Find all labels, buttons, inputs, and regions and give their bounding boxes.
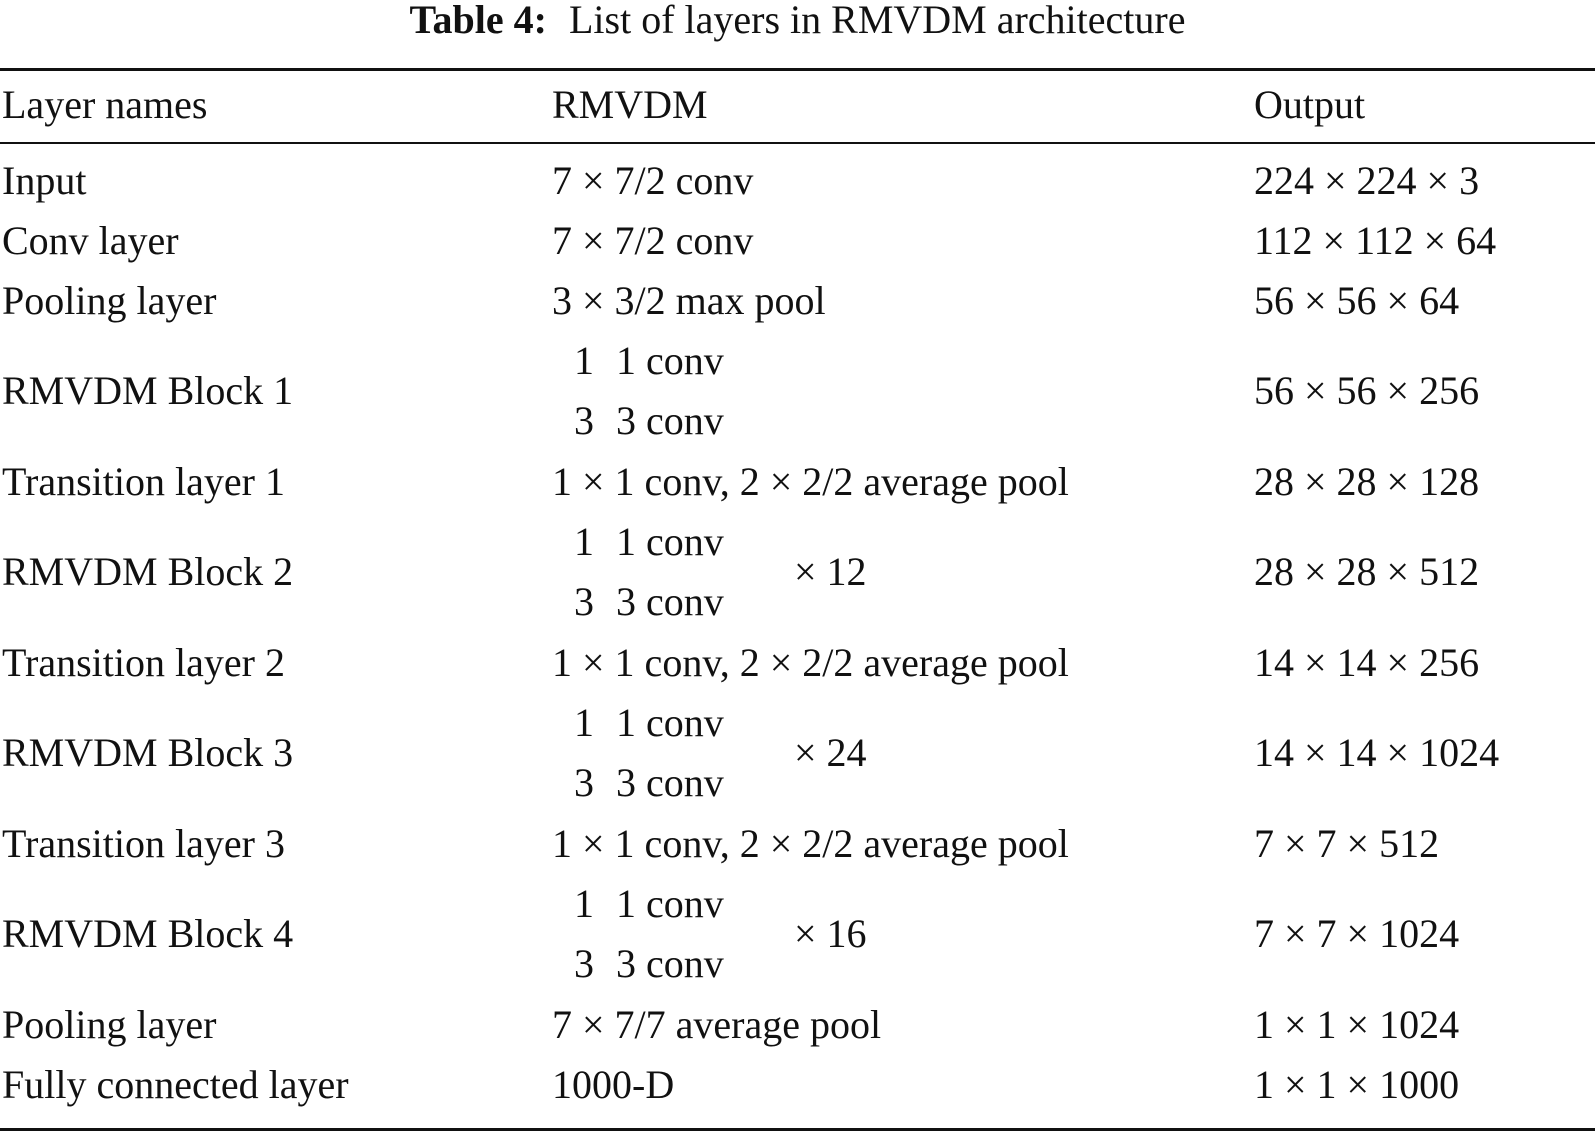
kernel-conv: 3 conv <box>616 398 724 443</box>
bottom-rule <box>0 1128 1595 1131</box>
block-repeat-count: × 16 <box>794 911 867 956</box>
block-spec-line: 3 3 conv <box>552 934 724 994</box>
caption-label: Table 4: <box>409 0 547 42</box>
rmvdm-cell: 1 × 1 conv, 2 × 2/2 average pool <box>552 459 1069 504</box>
layer-name-cell: Fully connected layer <box>2 1062 349 1107</box>
output-cell: 7 × 7 × 512 <box>1254 821 1440 866</box>
output-cell: 56 × 56 × 256 <box>1254 368 1480 413</box>
header-layer-names: Layer names <box>2 82 208 127</box>
kernel-conv: 3 conv <box>616 941 724 986</box>
block-spec-line: 1 1 conv <box>552 693 724 753</box>
block-spec-line: 1 1 conv <box>552 512 724 572</box>
kernel-conv: 1 conv <box>616 338 724 383</box>
layer-name-cell: Transition layer 3 <box>2 821 285 866</box>
block-spec-line: 3 3 conv <box>552 753 724 813</box>
layer-name-cell: RMVDM Block 1 <box>2 368 294 413</box>
output-cell: 1 × 1 × 1000 <box>1254 1062 1460 1107</box>
kernel-size: 1 <box>574 881 594 926</box>
kernel-conv: 3 conv <box>616 760 724 805</box>
output-cell: 1 × 1 × 1024 <box>1254 1002 1460 1047</box>
layer-name-cell: Transition layer 2 <box>2 640 285 685</box>
kernel-size: 1 <box>574 338 594 383</box>
kernel-size: 1 <box>574 700 594 745</box>
output-cell: 56 × 56 × 64 <box>1254 278 1460 323</box>
output-cell: 224 × 224 × 3 <box>1254 158 1480 203</box>
kernel-conv: 1 conv <box>616 700 724 745</box>
block-repeat-count: × 12 <box>794 549 867 594</box>
header-rmvdm: RMVDM <box>552 82 708 127</box>
caption-text: List of layers in RMVDM architecture <box>568 0 1186 42</box>
rmvdm-cell: 7 × 7/2 conv <box>552 218 754 263</box>
output-cell: 28 × 28 × 512 <box>1254 549 1480 594</box>
table-caption: Table 4: List of layers in RMVDM architec… <box>0 0 1595 40</box>
layer-name-cell: Input <box>2 158 87 203</box>
block-spec-line: 1 1 conv <box>552 874 724 934</box>
layer-name-cell: Conv layer <box>2 218 179 263</box>
rmvdm-cell: 7 × 7/7 average pool <box>552 1002 882 1047</box>
kernel-size: 3 <box>574 398 594 443</box>
header-rule <box>0 142 1595 144</box>
output-cell: 28 × 28 × 128 <box>1254 459 1480 504</box>
kernel-size: 3 <box>574 941 594 986</box>
output-cell: 14 × 14 × 256 <box>1254 640 1480 685</box>
kernel-size: 3 <box>574 579 594 624</box>
layer-name-cell: Pooling layer <box>2 278 217 323</box>
rmvdm-cell: 1 × 1 conv, 2 × 2/2 average pool <box>552 821 1069 866</box>
rmvdm-cell: 1 × 1 conv, 2 × 2/2 average pool <box>552 640 1069 685</box>
top-rule <box>0 68 1595 71</box>
kernel-size: 3 <box>574 760 594 805</box>
block-spec-line: 3 3 conv <box>552 391 724 451</box>
output-cell: 7 × 7 × 1024 <box>1254 911 1460 956</box>
kernel-conv: 1 conv <box>616 881 724 926</box>
output-cell: 112 × 112 × 64 <box>1254 218 1497 263</box>
rmvdm-cell: 1000-D <box>552 1062 675 1107</box>
block-repeat-count: × 24 <box>794 730 867 775</box>
output-cell: 14 × 14 × 1024 <box>1254 730 1500 775</box>
kernel-conv: 3 conv <box>616 579 724 624</box>
kernel-conv: 1 conv <box>616 519 724 564</box>
rmvdm-cell: 7 × 7/2 conv <box>552 158 754 203</box>
layer-name-cell: Pooling layer <box>2 1002 217 1047</box>
rmvdm-cell: 3 × 3/2 max pool <box>552 278 826 323</box>
layer-name-cell: RMVDM Block 3 <box>2 730 294 775</box>
layer-name-cell: RMVDM Block 4 <box>2 911 294 956</box>
layer-name-cell: RMVDM Block 2 <box>2 549 294 594</box>
header-output: Output <box>1254 82 1366 127</box>
block-spec-line: 3 3 conv <box>552 572 724 632</box>
block-spec-line: 1 1 conv <box>552 331 724 391</box>
layer-name-cell: Transition layer 1 <box>2 459 285 504</box>
kernel-size: 1 <box>574 519 594 564</box>
